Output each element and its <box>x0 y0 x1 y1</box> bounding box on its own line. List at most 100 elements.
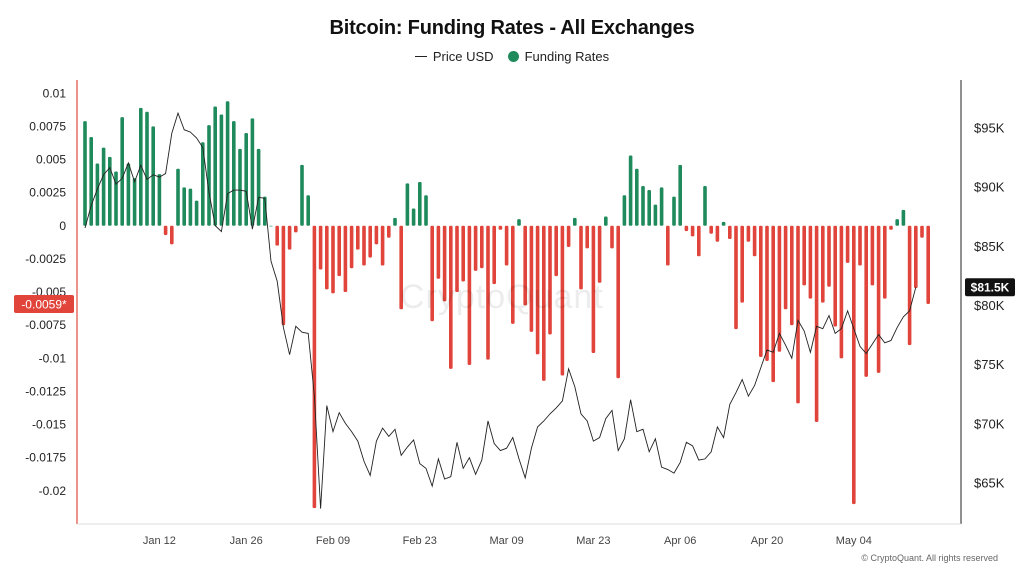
funding-bar <box>839 225 844 359</box>
funding-bar <box>690 225 695 237</box>
right-tick-label: $90K <box>974 180 1005 195</box>
funding-bar <box>461 225 465 282</box>
funding-bar <box>554 225 558 277</box>
left-tick-label: -0.015 <box>32 418 66 432</box>
funding-bar <box>436 225 441 279</box>
funding-bar <box>852 225 856 505</box>
left-tick-label: -0.01 <box>39 351 67 365</box>
right-tick-label: $85K <box>974 239 1005 254</box>
funding-bar <box>647 190 651 226</box>
funding-bar <box>808 225 813 299</box>
funding-bar <box>523 225 527 306</box>
funding-bar <box>635 168 639 226</box>
funding-bar <box>275 225 279 246</box>
left-tick-label: -0.0075 <box>25 318 66 332</box>
funding-bar <box>108 156 112 226</box>
x-tick-label: Jan 12 <box>143 535 176 547</box>
funding-bar <box>920 225 924 238</box>
funding-bar <box>833 225 837 327</box>
funding-bar <box>374 225 379 245</box>
funding-bar <box>845 225 850 263</box>
legend-price-label: Price USD <box>432 49 494 64</box>
funding-bar <box>876 225 881 373</box>
funding-bar <box>895 219 899 226</box>
funding-bar <box>542 225 546 381</box>
price-line-swatch <box>414 56 427 57</box>
funding-bar <box>734 225 738 330</box>
funding-bar <box>207 125 211 226</box>
funding-bar <box>504 225 509 266</box>
funding-bar <box>511 225 515 324</box>
funding-bar <box>418 182 422 226</box>
funding-bar <box>157 174 162 226</box>
funding-dot-swatch <box>507 51 519 62</box>
funding-bar <box>287 225 292 250</box>
funding-bar <box>579 225 583 290</box>
funding-bar <box>641 186 645 226</box>
funding-bar <box>145 111 149 226</box>
chart-legend: Price USD Funding Rates <box>0 49 1024 64</box>
funding-bar <box>889 225 893 230</box>
funding-bar <box>765 225 769 361</box>
funding-bar <box>759 225 763 358</box>
left-tick-label: -0.0175 <box>25 451 66 465</box>
funding-bar <box>814 225 819 422</box>
funding-bar <box>591 225 596 354</box>
right-tick-label: $65K <box>974 476 1005 491</box>
funding-bar <box>597 225 602 283</box>
funding-bar <box>387 225 391 238</box>
x-tick-label: Mar 09 <box>489 535 523 547</box>
funding-bar <box>170 225 174 245</box>
funding-bar <box>430 225 434 322</box>
funding-bar <box>622 195 627 226</box>
funding-bar <box>728 225 732 240</box>
funding-bar <box>666 225 670 266</box>
funding-bar <box>176 168 180 226</box>
funding-bar <box>356 225 360 250</box>
funding-bar <box>362 225 366 266</box>
funding-bar <box>604 216 608 226</box>
left-tick-label: 0.005 <box>36 153 66 167</box>
funding-bar <box>325 225 329 290</box>
funding-bar <box>907 225 912 346</box>
price-line <box>84 111 917 509</box>
x-tick-label: May 04 <box>836 535 872 547</box>
funding-bar <box>411 208 416 226</box>
funding-bar <box>926 225 930 304</box>
funding-bar <box>132 178 137 226</box>
funding-bar <box>827 225 831 287</box>
funding-bar <box>95 163 100 226</box>
funding-bar <box>486 225 490 360</box>
funding-bar <box>114 171 118 226</box>
funding-bar <box>83 121 87 226</box>
funding-bar <box>194 200 199 226</box>
left-tick-label: -0.0025 <box>25 252 66 266</box>
legend-item-price[interactable]: Price USD <box>414 49 494 64</box>
funding-bar <box>244 133 248 226</box>
funding-bar <box>498 225 503 230</box>
right-tick-label: $70K <box>974 416 1005 431</box>
legend-funding-label: Funding Rates <box>524 49 610 64</box>
left-tick-label: 0.01 <box>43 86 67 100</box>
funding-bar <box>349 225 354 269</box>
funding-bar <box>790 225 794 326</box>
funding-bar <box>864 225 868 377</box>
funding-bar <box>343 225 348 293</box>
funding-bar <box>752 225 757 257</box>
copyright-credit: © CryptoQuant. All rights reserved <box>861 553 998 563</box>
funding-bar <box>256 148 261 226</box>
legend-item-funding[interactable]: Funding Rates <box>507 49 610 64</box>
x-tick-label: Mar 23 <box>576 535 610 547</box>
funding-bar <box>492 225 496 285</box>
funding-bar <box>585 225 589 249</box>
left-tick-label: -0.0125 <box>25 384 66 398</box>
funding-bar <box>269 225 273 227</box>
funding-bar <box>126 163 131 226</box>
funding-bar <box>300 164 304 226</box>
funding-bar <box>566 225 571 247</box>
current-rate-label: -0.0059* <box>21 297 67 311</box>
x-tick-label: Feb 09 <box>316 535 350 547</box>
funding-bar <box>616 225 620 379</box>
x-tick-label: Jan 26 <box>230 535 263 547</box>
